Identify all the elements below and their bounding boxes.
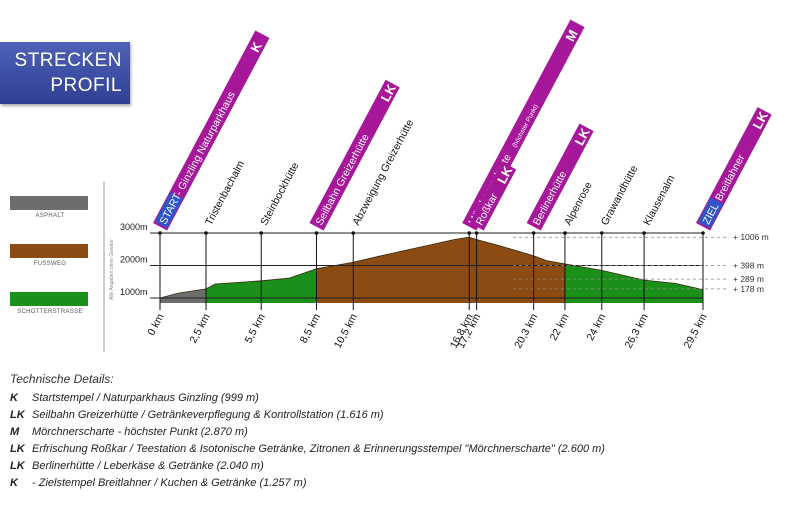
station-highlight-box — [462, 19, 585, 231]
details-text: Startstempel / Naturparkhaus Ginzling (9… — [32, 392, 259, 404]
details-code: M — [10, 426, 20, 438]
details-title: Technische Details: — [10, 372, 114, 386]
legend-swatch-asphalt — [10, 196, 88, 210]
x-tick-label: 0 km — [145, 312, 166, 338]
station-dot — [474, 231, 479, 235]
details-code: LK — [10, 460, 25, 472]
station-dot — [259, 231, 264, 235]
title-line-1: STRECKEN — [14, 50, 122, 71]
right-climb-label: + 289 m — [733, 274, 764, 284]
station-dot — [158, 231, 162, 235]
x-tick-label: 22 km — [548, 312, 572, 343]
profile-line — [159, 236, 704, 299]
legend-label-fussweg: FUSSWEG — [33, 261, 67, 267]
y-tick-label: 1000m — [120, 287, 148, 297]
station-dot — [701, 231, 705, 235]
details-row: LK Seilbahn Greizerhütte / Getränkeverpfl… — [10, 409, 790, 426]
details-row: LK Erfrischung Roßkar / Teestation & Isot… — [10, 443, 790, 460]
legend-label-schotterstrasse: SCHOTTERSTRASSE — [17, 309, 83, 315]
station-badge: LK — [750, 109, 772, 132]
details-code: K — [10, 392, 18, 404]
title-box: STRECKEN PROFIL — [0, 42, 130, 104]
legend-swatch-fussweg — [10, 244, 88, 258]
legend-label-asphalt: ASPHALT — [35, 213, 65, 219]
station-name: Tristenbachalm — [203, 159, 247, 228]
details-row: K Startstempel / Naturparkhaus Ginzling (… — [10, 392, 790, 409]
legend-swatch-schotterstrasse — [10, 292, 88, 306]
details-text: Berlinerhütte / Leberkäse & Getränke (2.… — [32, 460, 264, 472]
station-name: Grawandhütte — [599, 163, 641, 227]
x-tick-label: 10,5 km — [332, 312, 360, 351]
station-highlight-box — [152, 30, 270, 231]
station-label-group: Tristenbachalm — [203, 159, 247, 228]
x-tick-label: 29,5 km — [682, 312, 710, 351]
station-name: Klausenalm — [641, 173, 677, 227]
station-label-group: Steinbockhütte — [258, 160, 301, 227]
details-code: LK — [10, 409, 25, 421]
details-text: Seilbahn Greizerhütte / Getränkeverpfleg… — [32, 409, 384, 421]
station-dot — [467, 231, 472, 235]
elevation-profile-chart: Alle Angaben ohne Gewähr 3000m 2000m 1000m +… — [103, 19, 772, 352]
station-name: Steinbockhütte — [258, 160, 301, 227]
details-row: M Mörchnerscharte - höchster Punkt (2.870… — [10, 426, 790, 443]
station-badge: LK — [571, 125, 593, 148]
profile-area-asphalt — [160, 288, 206, 303]
x-tick-label: 5,5 km — [242, 312, 268, 346]
station-label-group: Grawandhütte — [599, 163, 641, 227]
details-text: Mörchnerscharte - höchster Punkt (2.870 … — [32, 426, 248, 438]
legend-item-asphalt: ASPHALT — [10, 196, 90, 219]
station-tag-box — [697, 197, 724, 229]
station-highlight-box — [526, 123, 594, 231]
station-badge: LK — [494, 163, 516, 186]
x-tick-label: 8,5 km — [298, 312, 324, 346]
station-label-group: Klausenalm — [641, 173, 677, 227]
station-dot — [204, 231, 208, 235]
station-highlight-box — [309, 79, 400, 231]
station-label-group: Alpenrose — [562, 180, 595, 228]
profile-area-schotterstrasse — [564, 263, 703, 303]
station-label-group: Mörchnerscharte (höchster Punkt)M — [462, 19, 585, 231]
x-tick-label: 20,3 km — [512, 312, 540, 351]
details-code: K — [10, 477, 18, 489]
station-dot — [642, 231, 646, 235]
station-tag-box — [154, 192, 183, 229]
right-climb-label: + 178 m — [733, 284, 764, 294]
profile-area-fussweg — [316, 237, 565, 303]
legend-item-fussweg: FUSSWEG — [10, 244, 90, 267]
details-row: LK Berlinerhütte / Leberkäse & Getränke (… — [10, 460, 790, 477]
details-code: LK — [10, 443, 25, 455]
station-dot — [599, 231, 604, 235]
station-badge: LK — [378, 81, 400, 104]
legend-item-schotterstrasse: SCHOTTERSTRASSE — [10, 292, 90, 315]
station-dot — [531, 231, 536, 235]
station-dot — [314, 231, 319, 235]
station-name: Alpenrose — [562, 180, 595, 228]
details-text: - Zielstempel Breitlahner / Kuchen & Get… — [32, 477, 307, 489]
x-tick-label: 26,3 km — [623, 312, 651, 351]
y-tick-label: 2000m — [120, 255, 148, 265]
right-climb-label: + 398 m — [733, 261, 764, 271]
y-axis-note: Alle Angaben ohne Gewähr — [109, 239, 115, 300]
station-highlight-box — [469, 161, 517, 231]
y-tick-label: 3000m — [120, 222, 148, 232]
x-tick-label: 24 km — [584, 312, 608, 343]
title-line-2: PROFIL — [50, 75, 122, 96]
details-text: Erfrischung Roßkar / Teestation & Isoton… — [32, 443, 605, 455]
details-row: K - Zielstempel Breitlahner / Kuchen & Ge… — [10, 477, 790, 494]
x-tick-label: 2,5 km — [187, 312, 213, 346]
station-dot — [351, 231, 356, 235]
right-climb-label: + 1006 m — [733, 232, 769, 242]
technical-details: Technische Details: K Startstempel / Natu… — [10, 372, 790, 494]
station-dot — [563, 231, 567, 235]
